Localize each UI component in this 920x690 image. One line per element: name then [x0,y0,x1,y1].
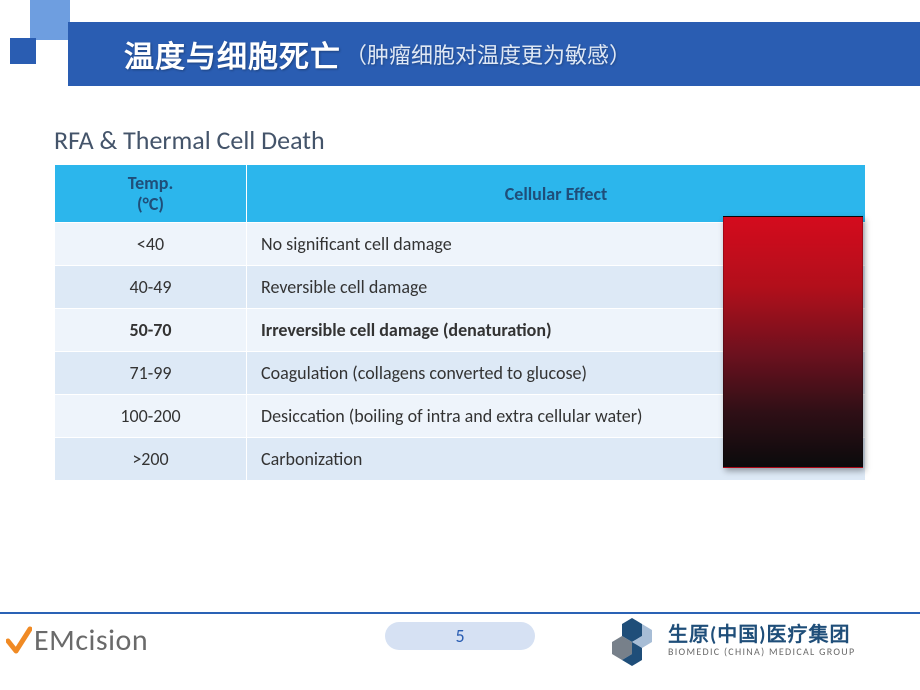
square-light [30,0,70,40]
title-main: 温度与细胞死亡 [124,32,341,76]
cell-temp: 40-49 [55,266,247,309]
title-sub: （肿瘤细胞对温度更为敏感） [345,38,631,70]
biomedic-cn: 生原(中国)医疗集团 [668,624,855,646]
col-header-temp-line1: Temp. [128,172,174,194]
cell-temp: <40 [55,223,247,266]
biomedic-hex-icon [606,614,658,666]
emcision-check-icon [6,625,32,655]
col-header-temp: Temp. (°C) [55,165,247,223]
biomedic-en: BIOMEDIC (CHINA) MEDICAL GROUP [668,646,855,657]
cell-temp: 100-200 [55,395,247,438]
col-header-effect: Cellular Effect [247,165,866,223]
page-number: 5 [385,622,535,650]
emcision-text-em: EM [34,622,75,659]
slide: 温度与细胞死亡 （肿瘤细胞对温度更为敏感） RFA & Thermal Cell… [0,0,920,690]
emcision-logo: EMcision [6,618,148,662]
biomedic-logo: 生原(中国)医疗集团 BIOMEDIC (CHINA) MEDICAL GROU… [606,612,906,668]
biomedic-text: 生原(中国)医疗集团 BIOMEDIC (CHINA) MEDICAL GROU… [668,624,855,657]
cell-temp: >200 [55,438,247,481]
page-number-value: 5 [455,625,464,647]
col-header-temp-line2: (°C) [137,193,164,215]
title-bar: 温度与细胞死亡 （肿瘤细胞对温度更为敏感） [68,22,920,86]
heat-gradient-bar [723,216,863,468]
square-dark [10,38,36,64]
section-title: RFA & Thermal Cell Death [54,124,325,156]
emcision-text-rest: cision [75,622,148,659]
cell-temp: 71-99 [55,352,247,395]
cell-temp: 50-70 [55,309,247,352]
